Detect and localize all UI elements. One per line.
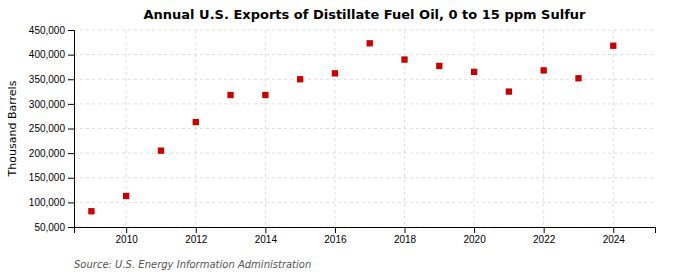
tick: 2018 [394,227,417,245]
tick-label: 2012 [185,234,208,245]
plot-area [88,40,616,214]
tick-label: 2014 [255,234,278,245]
point [158,148,164,154]
grid-line [195,30,196,227]
point [575,75,581,81]
tick: 150,000 [29,172,74,183]
tick-label: 150,000 [29,172,66,183]
tick-mark [68,104,74,105]
point [123,193,129,199]
axis-line [68,31,75,228]
grid-line [74,202,655,203]
tick: 2016 [324,227,347,245]
point [471,69,477,75]
tick-label: 450,000 [29,25,66,36]
tick: 300,000 [29,99,74,110]
tick-mark [68,129,74,130]
grid-line [613,30,614,227]
tick-label: 2022 [533,234,556,245]
tick-mark [474,227,475,233]
y-axis-title: Thousand Barrels [6,80,19,177]
tick: 2020 [463,227,486,245]
grid-line [265,30,266,227]
chart: 2010 2012 2014 2016 2018 2020 2022 2024 50,000 10… [0,0,675,275]
point [401,56,407,62]
tick-label: 2016 [324,234,347,245]
tick-mark [265,227,266,233]
point [541,67,547,73]
tick-label: 350,000 [29,74,66,85]
point [436,63,442,69]
tick-label: 100,000 [29,197,66,208]
tick-label: 300,000 [29,99,66,110]
axis-line [75,228,656,234]
tick: 200,000 [29,148,74,159]
grid-line [74,128,655,129]
tick: 50,000 [34,222,74,233]
tick-label: 50,000 [34,222,65,233]
tick-mark [68,30,74,31]
tick: 2024 [603,227,626,245]
tick-mark [68,178,74,179]
grid [74,30,655,227]
grid-line [74,30,655,31]
tick-mark [68,153,74,154]
tick-mark [544,227,545,233]
tick-mark [335,227,336,233]
tick-mark [68,202,74,203]
tick: 2012 [185,227,208,245]
grid-line [74,79,655,80]
grid-line [74,177,655,178]
grid-line [334,30,335,227]
point [610,43,616,49]
grid-line [543,30,544,227]
tick-mark [613,227,614,233]
tick-mark [68,79,74,80]
title: Annual U.S. Exports of Distillate Fuel O… [144,7,587,22]
tick-mark [405,227,406,233]
point [227,92,233,98]
tick: 2010 [116,227,139,245]
tick-label: 2020 [463,234,486,245]
tick-label: 400,000 [29,49,66,60]
tick-label: 2010 [116,234,139,245]
tick-label: 200,000 [29,148,66,159]
point [88,208,94,214]
tick: 400,000 [29,49,74,60]
tick-label: 2024 [603,234,626,245]
grid-line [474,30,475,227]
tick-label: 2018 [394,234,417,245]
point [367,40,373,46]
tick: 450,000 [29,25,74,36]
point [297,76,303,82]
point [506,88,512,94]
tick-mark [68,55,74,56]
tick-mark [126,227,127,233]
grid-line [74,54,655,55]
tick-mark [68,227,74,228]
tick-label: 250,000 [29,123,66,134]
point [332,70,338,76]
y-axis: 50,000 100,000 150,000 200,000 250,000 300,00… [29,25,75,233]
point [262,92,268,98]
source: Source: U.S. Energy Information Administ… [74,259,311,270]
point [193,119,199,125]
x-axis: 2010 2012 2014 2016 2018 2020 2022 2024 [75,227,656,245]
grid-line [74,103,655,104]
tick-mark [196,227,197,233]
tick: 2022 [533,227,556,245]
tick: 100,000 [29,197,74,208]
tick: 2014 [255,227,278,245]
tick: 350,000 [29,74,74,85]
tick: 250,000 [29,123,74,134]
